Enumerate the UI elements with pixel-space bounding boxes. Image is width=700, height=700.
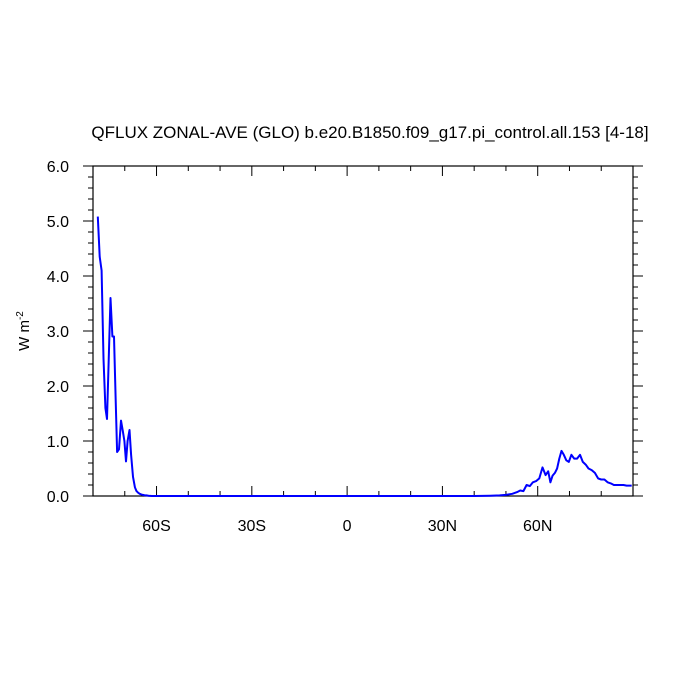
y-axis-label: W m-2 [15, 311, 33, 351]
y-tick-label: 4.0 [47, 269, 69, 286]
y-tick-label: 0.0 [47, 489, 69, 506]
svg-text:W m-2: W m-2 [15, 311, 33, 351]
y-tick-label: 1.0 [47, 434, 69, 451]
data-series [96, 216, 632, 497]
x-tick-labels: 60S 30S 0 30N 60N [142, 518, 552, 535]
x-tick-label: 0 [343, 518, 352, 535]
y-tick-label: 6.0 [47, 159, 69, 176]
x-tick-label: 60S [142, 518, 170, 535]
plot-frame [92, 165, 634, 497]
y-axis-label-text: W m [16, 320, 33, 351]
x-tick-label: 30S [238, 518, 266, 535]
series-line [96, 216, 632, 497]
chart-title: QFLUX ZONAL-AVE (GLO) b.e20.B1850.f09_g1… [91, 123, 648, 142]
y-axis-label-exponent: -2 [15, 311, 26, 320]
y-tick-label: 5.0 [47, 214, 69, 231]
y-tick-labels: 0.0 1.0 2.0 3.0 4.0 5.0 6.0 [47, 159, 69, 506]
y-tick-label: 2.0 [47, 379, 69, 396]
y-tick-label: 3.0 [47, 324, 69, 341]
axis-ticks [83, 165, 643, 497]
x-tick-label: 30N [428, 518, 457, 535]
x-tick-label: 60N [523, 518, 552, 535]
